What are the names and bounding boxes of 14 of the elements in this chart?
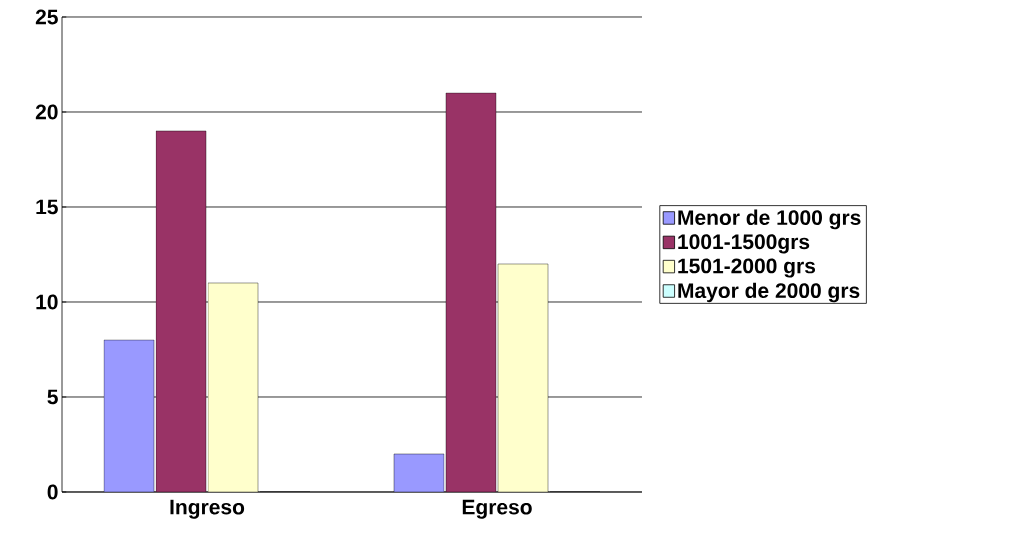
legend-label: Menor de 1000 grs: [678, 209, 861, 230]
x-tick-label: Ingreso: [170, 499, 245, 519]
y-tick-label: 5: [47, 389, 58, 405]
legend-label: Mayor de 2000 grs: [678, 282, 860, 303]
legend-label: 1001-1500grs: [678, 234, 810, 254]
y-tick-label: 25: [35, 9, 58, 25]
legend-label: 1501-2000 grs: [678, 258, 816, 278]
x-tick-label: Egreso: [462, 499, 532, 519]
y-tick-label: 10: [36, 294, 58, 310]
y-tick-label: 15: [36, 199, 58, 215]
y-tick-label: 0: [47, 484, 58, 500]
bar: [497, 263, 549, 492]
bar: [207, 282, 259, 492]
y-tick-label: 20: [35, 104, 58, 120]
